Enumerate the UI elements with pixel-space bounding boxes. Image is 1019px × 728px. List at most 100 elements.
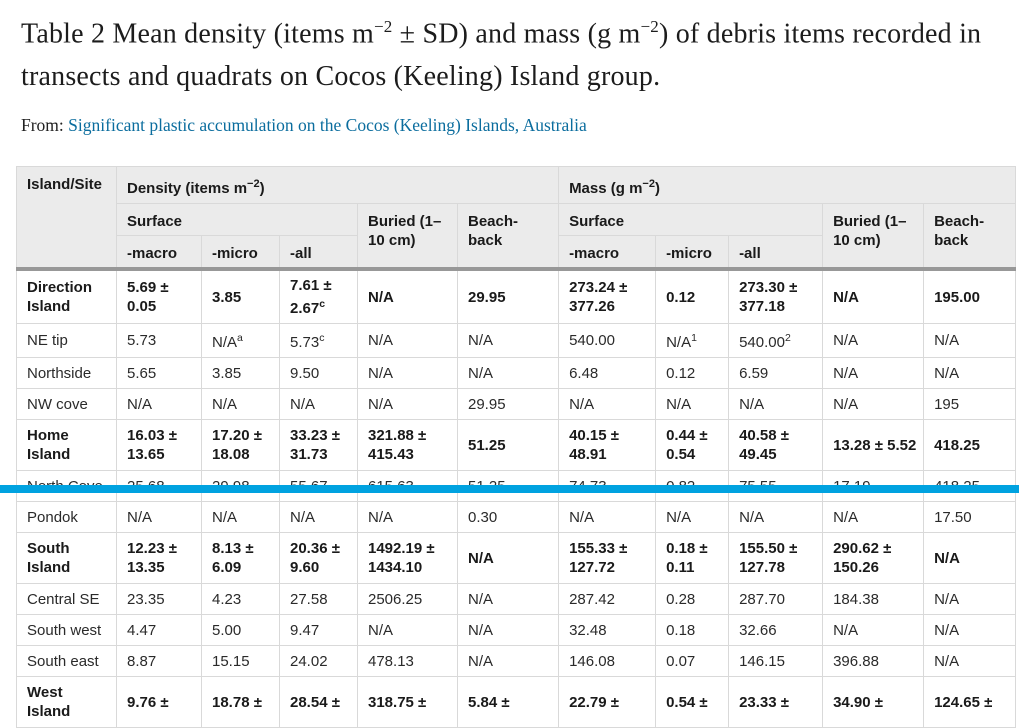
- row-label: Home Island: [16, 419, 117, 472]
- table-cell: N/A: [456, 583, 560, 616]
- table-header: Island/Site Density (items m−2) Mass (g …: [16, 166, 1017, 270]
- table-cell: 155.50 ± 127.78: [728, 532, 824, 585]
- table-cell: 4.47: [116, 614, 202, 647]
- table-cell: 318.75 ±: [357, 676, 458, 728]
- table-cell: 0.54 ±: [655, 676, 730, 728]
- table-cell: N/A1: [655, 323, 730, 359]
- table-cell: 0.28: [655, 583, 730, 616]
- table-cell: 4.23: [201, 583, 280, 616]
- table-cell: 184.38: [822, 583, 925, 616]
- table-cell: 195: [923, 388, 1017, 421]
- col-header-density-surface: Surface: [116, 203, 358, 237]
- table-cell: 290.62 ± 150.26: [822, 532, 925, 585]
- from-label: From:: [21, 115, 69, 136]
- table-cell: N/A: [728, 388, 824, 421]
- table-cell: 195.00: [923, 268, 1017, 325]
- table-cell: N/A: [923, 323, 1017, 359]
- table-cell: 5.00: [201, 614, 280, 647]
- table-cell: 40.15 ± 48.91: [558, 419, 657, 472]
- table-cell: 13.28 ± 5.52: [822, 419, 925, 472]
- table-cell: 6.48: [558, 357, 657, 390]
- col-header-density: Density (items m−2): [115, 166, 560, 205]
- col-header-mass-micro: -micro: [655, 235, 730, 270]
- row-label: Northside: [16, 357, 117, 390]
- table-cell: 9.50: [279, 357, 358, 390]
- table-cell: N/A: [456, 357, 560, 390]
- table-cell: N/A: [923, 614, 1017, 647]
- table-cell: 1492.19 ± 1434.10: [357, 532, 458, 585]
- table-cell: 478.13: [357, 645, 458, 678]
- table-cell: N/A: [201, 388, 280, 421]
- header-row-subcolumns: -macro -micro -all -macro -micro -all: [17, 235, 1016, 270]
- table-cell: N/A: [456, 614, 560, 647]
- row-label: Central SE: [16, 583, 117, 616]
- table-cell: N/A: [728, 501, 824, 534]
- table-cell: 0.30: [456, 501, 560, 534]
- table-cell: 18.78 ±: [201, 676, 280, 728]
- table-row: South Island 12.23 ± 13.35 8.13 ± 6.09 20.3…: [16, 532, 1017, 585]
- col-header-density-micro: -micro: [201, 235, 280, 270]
- col-header-mass: Mass (g m−2): [558, 166, 1017, 205]
- table-row: South west 4.47 5.00 9.47 N/A N/A 32.48 0.18 32.…: [16, 614, 1017, 647]
- table-cell: 32.66: [728, 614, 824, 647]
- col-header-island-site: Island/Site: [16, 166, 117, 270]
- col-header-mass-surface: Surface: [558, 203, 824, 237]
- col-header-density-macro: -macro: [116, 235, 202, 270]
- table-cell: N/A: [655, 388, 730, 421]
- source-line: From: Significant plastic accumulation o…: [0, 115, 1019, 136]
- table-cell: N/A: [558, 388, 657, 421]
- table-cell: N/A: [822, 388, 925, 421]
- table-cell: 287.70: [728, 583, 824, 616]
- table-cell: N/Aa: [201, 323, 280, 359]
- table-cell: N/A: [116, 501, 202, 534]
- table-cell: 321.88 ± 415.43: [357, 419, 458, 472]
- table-cell: 540.00: [558, 323, 657, 359]
- table-cell: 0.44 ± 0.54: [655, 419, 730, 472]
- table-row: Northside 5.65 3.85 9.50 N/A N/A 6.48 0.12 6.59 N…: [16, 357, 1017, 390]
- table-cell: N/A: [923, 357, 1017, 390]
- row-label: Direction Island: [16, 268, 117, 325]
- table-cell: 540.002: [728, 323, 824, 359]
- table-cell: 16.03 ± 13.65: [116, 419, 202, 472]
- table-cell: N/A: [357, 323, 458, 359]
- table-cell: 28.54 ±: [279, 676, 358, 728]
- table-cell: 29.95: [456, 388, 560, 421]
- table-cell: N/A: [357, 268, 458, 325]
- table-cell: 146.15: [728, 645, 824, 678]
- col-header-mass-beachback: Beach-back: [923, 203, 1017, 270]
- row-label: South east: [16, 645, 117, 678]
- header-row-groups: Island/Site Density (items m−2) Mass (g …: [16, 166, 1017, 270]
- table-cell: 51.25: [456, 419, 560, 472]
- table-cell: 33.23 ± 31.73: [279, 419, 358, 472]
- table-cell: 32.48: [558, 614, 657, 647]
- table-cell: 29.95: [456, 268, 560, 325]
- table-cell: N/A: [357, 614, 458, 647]
- col-header-mass-macro: -macro: [558, 235, 657, 270]
- table-cell: 22.79 ±: [558, 676, 657, 728]
- col-header-density-beachback: Beach-back: [456, 203, 560, 270]
- table-cell: 0.18 ± 0.11: [655, 532, 730, 585]
- table-cell: 8.13 ± 6.09: [201, 532, 280, 585]
- source-link[interactable]: Significant plastic accumulation on the …: [68, 115, 587, 136]
- table-cell: 146.08: [558, 645, 657, 678]
- table-row: West Island 9.76 ±18.78 ±28.54 ±318.75 ±5…: [16, 676, 1017, 728]
- table-row: Home Island 16.03 ± 13.65 17.20 ± 18.08 33.…: [16, 419, 1017, 472]
- table-cell: N/A: [279, 388, 358, 421]
- highlight-bar: [0, 485, 1019, 493]
- table-cell: 8.87: [116, 645, 202, 678]
- table-cell: N/A: [655, 501, 730, 534]
- table-cell: 9.76 ±: [116, 676, 202, 728]
- table-cell: N/A: [822, 268, 925, 325]
- table-cell: 0.12: [655, 357, 730, 390]
- table-cell: N/A: [116, 388, 202, 421]
- row-label: West Island: [16, 676, 117, 728]
- table-cell: 27.58: [279, 583, 358, 616]
- table-cell: 17.20 ± 18.08: [201, 419, 280, 472]
- table-cell: 9.47: [279, 614, 358, 647]
- table-cell: 155.33 ± 127.72: [558, 532, 657, 585]
- table-cell: N/A: [822, 501, 925, 534]
- row-label: Pondok: [16, 501, 117, 534]
- table-cell: N/A: [923, 645, 1017, 678]
- table-cell: N/A: [558, 501, 657, 534]
- table-row: Direction Island 5.69 ± 0.05 3.85 7.61 ± 2.…: [16, 268, 1017, 325]
